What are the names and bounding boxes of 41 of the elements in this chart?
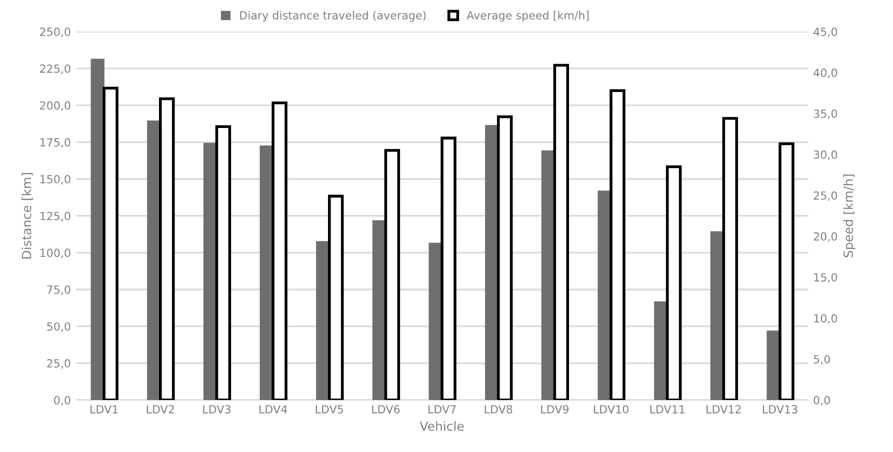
x-tick-label: LDV9	[541, 405, 569, 414]
y2-tick-label: 5,0	[814, 355, 830, 365]
y2-tick-label: 10,0	[814, 314, 838, 324]
x-tick-label: LDV6	[372, 405, 400, 414]
x-tick-label: LDV8	[484, 405, 512, 414]
x-tick-label: LDV3	[203, 405, 230, 414]
y-tick-label: 175,0	[40, 138, 70, 148]
y-tick-label: 125,0	[40, 212, 70, 222]
x-tick-label: LDV5	[316, 405, 344, 414]
y-tick-label: 250,0	[40, 28, 70, 38]
x-tick-label: LDV12	[706, 405, 741, 414]
x-tick-label: LDV1	[90, 405, 118, 414]
bar	[666, 165, 682, 400]
y-tick-label: 0,0	[54, 396, 70, 406]
y-tick-label: 50,0	[47, 322, 70, 332]
y2-tick-label: 25,0	[814, 191, 838, 201]
x-tick-label: LDV10	[594, 405, 628, 414]
y2-tick-label: 0,0	[814, 396, 830, 406]
bar	[778, 142, 794, 400]
x-tick-label: LDV13	[762, 405, 798, 414]
x-axis-title: Vehicle	[420, 421, 464, 431]
y2-tick-label: 20,0	[814, 232, 838, 242]
y-tick-label: 150,0	[40, 174, 70, 185]
y2-tick-label: 30,0	[814, 150, 838, 160]
y-tick-label: 200,0	[40, 101, 70, 111]
y-tick-label: 75,0	[47, 285, 70, 296]
legend-label: Diary distance traveled (average)	[240, 10, 426, 22]
x-tick-label: LDV4	[260, 405, 288, 414]
x-tick-label: LDV7	[428, 405, 456, 414]
x-tick-label: LDV2	[146, 405, 174, 414]
legend-label: Average speed [km/h]	[466, 10, 589, 22]
y-tick-label: 225,0	[40, 64, 70, 74]
y2-tick-label: 45,0	[814, 28, 838, 38]
y-axis-title: Distance [km]	[22, 173, 33, 258]
y-tick-label: 25,0	[47, 359, 70, 369]
y2-tick-label: 15,0	[814, 273, 838, 283]
y2-axis-title: Speed [km/h]	[843, 174, 856, 258]
x-tick-label: LDV11	[650, 405, 684, 414]
y-tick-label: 100,0	[40, 248, 70, 258]
y2-tick-label: 35,0	[814, 109, 838, 120]
y2-tick-label: 40,0	[814, 68, 838, 78]
